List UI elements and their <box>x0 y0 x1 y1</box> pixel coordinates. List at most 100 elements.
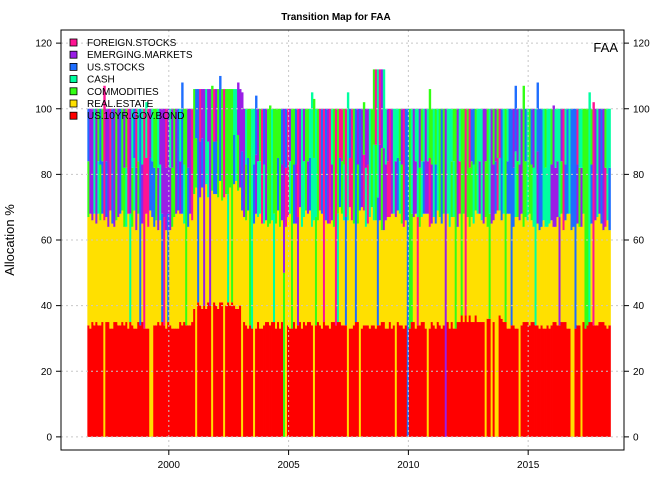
area-segment-real-estate <box>127 213 130 329</box>
area-segment-us-10yr-gov-bond <box>514 328 517 437</box>
legend-swatch <box>69 75 78 83</box>
area-segment-cash <box>312 157 316 221</box>
area-segment-emerging-markets <box>207 89 210 142</box>
area-segment-us-10yr-gov-bond <box>590 322 593 437</box>
area-segment-us-10yr-gov-bond <box>526 322 529 437</box>
area-segment-us-10yr-gov-bond <box>296 325 300 437</box>
y-tick-label-left: 100 <box>35 104 52 115</box>
area-segment-real-estate <box>330 220 334 323</box>
area-segment-real-estate <box>133 210 136 329</box>
area-segment-real-estate <box>576 223 579 326</box>
area-segment-us-stocks <box>167 213 170 323</box>
area-segment-real-estate <box>145 213 148 329</box>
area-segment-real-estate <box>261 223 264 329</box>
area-segment-emerging-markets <box>482 108 486 224</box>
area-segment-emerging-markets <box>364 108 368 168</box>
area-segment-us-stocks <box>161 213 164 323</box>
area-segment-emerging-markets <box>107 108 110 227</box>
area-segment-real-estate <box>562 230 565 323</box>
area-segment-us-stocks <box>219 75 222 181</box>
area-segment-commodities <box>247 108 250 158</box>
area-segment-us-10yr-gov-bond <box>428 328 432 437</box>
area-segment-us-10yr-gov-bond <box>374 328 378 437</box>
area-segment-us-10yr-gov-bond <box>392 325 396 437</box>
area-segment-emerging-markets <box>330 164 334 221</box>
area-segment-real-estate <box>480 220 484 323</box>
area-segment-real-estate <box>494 213 498 437</box>
area-segment-cash <box>169 108 172 168</box>
area-segment-us-10yr-gov-bond <box>396 322 400 437</box>
area-segment-real-estate <box>292 223 296 323</box>
area-segment-us-stocks <box>119 108 122 214</box>
area-segment-real-estate <box>342 220 346 326</box>
area-segment-emerging-markets <box>424 108 428 214</box>
chart-title: Transition Map for FAA <box>281 12 390 23</box>
area-segment-commodities <box>115 108 118 221</box>
area-segment-cash <box>398 161 402 214</box>
area-segment-us-10yr-gov-bond <box>139 325 142 437</box>
area-segment-real-estate <box>372 220 376 326</box>
x-tick-label: 2000 <box>158 460 181 471</box>
area-segment-us-10yr-gov-bond <box>544 328 547 437</box>
y-tick-label-right: 100 <box>633 104 650 115</box>
area-segment-cash <box>548 108 551 224</box>
area-segment-us-10yr-gov-bond <box>322 322 326 437</box>
area-segment-us-stocks <box>105 161 108 218</box>
area-segment-emerging-markets <box>532 108 535 168</box>
area-segment-real-estate <box>235 180 238 309</box>
area-segment-real-estate <box>482 223 486 323</box>
area-segment-real-estate <box>440 223 444 329</box>
area-segment-us-10yr-gov-bond <box>586 325 589 437</box>
area-segment-real-estate <box>552 226 555 323</box>
area-segment-real-estate <box>253 223 256 437</box>
area-segment-us-10yr-gov-bond <box>600 322 603 437</box>
area-segment-real-estate <box>155 220 158 326</box>
area-segment-real-estate <box>213 194 216 303</box>
legend-label: EMERGING.MARKETS <box>87 50 193 61</box>
area-segment-real-estate <box>536 223 539 326</box>
area-segment-commodities <box>123 167 126 227</box>
area-segment-real-estate <box>205 184 208 309</box>
area-segment-us-10yr-gov-bond <box>147 328 150 437</box>
area-segment-real-estate <box>456 226 460 323</box>
area-segment-us-10yr-gov-bond <box>468 315 472 437</box>
area-segment-commodities <box>277 108 280 158</box>
area-segment-us-10yr-gov-bond <box>279 328 282 437</box>
area-segment-real-estate <box>225 194 228 306</box>
area-segment-real-estate <box>241 210 244 437</box>
area-segment-commodities <box>468 167 472 227</box>
area-segment-emerging-markets <box>95 108 98 224</box>
area-segment-us-stocks <box>101 161 104 214</box>
area-segment-us-10yr-gov-bond <box>512 325 515 437</box>
area-segment-real-estate <box>508 213 511 329</box>
area-segment-real-estate <box>570 230 573 437</box>
area-segment-us-stocks <box>566 108 569 214</box>
area-segment-us-10yr-gov-bond <box>434 328 438 437</box>
area-segment-real-estate <box>606 220 609 329</box>
area-segment-us-10yr-gov-bond <box>378 325 382 437</box>
area-segment-real-estate <box>546 226 549 326</box>
area-segment-emerging-markets <box>394 161 398 218</box>
area-segment-real-estate <box>544 226 547 329</box>
area-segment-us-stocks <box>187 167 190 227</box>
area-segment-foreign-stocks <box>103 85 106 221</box>
area-segment-commodities <box>428 89 432 158</box>
area-segment-emerging-markets <box>141 164 144 224</box>
area-segment-commodities <box>496 108 500 158</box>
area-segment-emerging-markets <box>187 108 190 168</box>
area-segment-us-stocks <box>376 197 380 326</box>
area-segment-us-10yr-gov-bond <box>354 322 358 437</box>
area-segment-real-estate <box>398 213 402 326</box>
area-segment-us-10yr-gov-bond <box>536 325 539 437</box>
area-segment-foreign-stocks <box>296 108 300 218</box>
area-segment-real-estate <box>528 213 531 326</box>
area-segment-us-10yr-gov-bond <box>456 322 460 437</box>
area-segment-us-10yr-gov-bond <box>197 302 200 437</box>
area-segment-real-estate <box>269 223 272 326</box>
area-segment-emerging-markets <box>159 108 162 165</box>
area-segment-real-estate <box>514 217 517 329</box>
corner-label: FAA <box>593 40 618 55</box>
area-segment-emerging-markets <box>386 108 390 162</box>
area-segment-us-10yr-gov-bond <box>201 308 204 437</box>
area-segment-real-estate <box>265 220 268 323</box>
